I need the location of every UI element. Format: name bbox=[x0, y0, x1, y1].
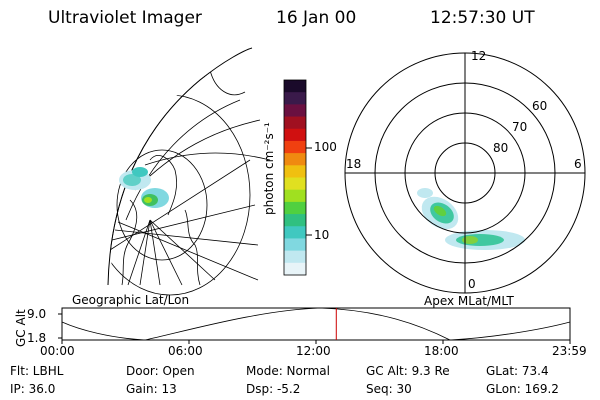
colorbar-tick-10: 10 bbox=[314, 228, 330, 242]
timeline-xtick-4: 23:59 bbox=[552, 344, 587, 358]
polar-label: Apex MLat/MLT bbox=[424, 294, 514, 308]
colorbar-band bbox=[284, 92, 306, 105]
timeline-ytick-1.8: 1.8 bbox=[27, 331, 47, 345]
colorbar-band bbox=[284, 116, 306, 130]
colorbar-band bbox=[284, 177, 306, 191]
colorbar-band bbox=[284, 189, 306, 203]
info-door: Door: Open bbox=[126, 364, 195, 378]
info-seq: Seq: 30 bbox=[366, 382, 412, 396]
colorbar-band bbox=[284, 153, 306, 166]
geo-aurora bbox=[119, 167, 169, 208]
info-glat: GLat: 73.4 bbox=[486, 364, 549, 378]
mlat-label-60: 60 bbox=[532, 99, 547, 113]
polar-aurora bbox=[417, 188, 525, 250]
colorbar-band bbox=[284, 262, 306, 276]
colorbar-band bbox=[284, 226, 306, 239]
colorbar-band bbox=[284, 140, 306, 154]
geo-label: Geographic Lat/Lon bbox=[72, 293, 189, 307]
timeline-xtick-1: 06:00 bbox=[168, 344, 203, 358]
mlt-label-6: 6 bbox=[574, 157, 582, 171]
timeline-xtick-3: 18:00 bbox=[424, 344, 459, 358]
geo-map: Geographic Lat/Lon bbox=[72, 47, 271, 307]
colorbar bbox=[283, 79, 312, 276]
colorbar-band bbox=[284, 128, 306, 142]
header-time: 12:57:30 UT bbox=[430, 8, 535, 28]
colorbar-band bbox=[284, 104, 306, 118]
timeline-xtick-0: 00:00 bbox=[40, 344, 75, 358]
mlt-label-12: 12 bbox=[471, 49, 486, 63]
polar-plot: 12 6 0 18 60 70 80 bbox=[344, 49, 586, 294]
colorbar-tick-100: 100 bbox=[314, 140, 337, 154]
info-ip: IP: 36.0 bbox=[10, 382, 56, 396]
mlat-label-80: 80 bbox=[493, 141, 508, 155]
colorbar-band bbox=[284, 80, 306, 93]
info-dsp: Dsp: -5.2 bbox=[246, 382, 301, 396]
info-glon: GLon: 169.2 bbox=[486, 382, 559, 396]
info-mode: Mode: Normal bbox=[246, 364, 330, 378]
timeline-xtick-2: 12:00 bbox=[296, 344, 331, 358]
mlt-label-18: 18 bbox=[346, 157, 361, 171]
info-gain: Gain: 13 bbox=[126, 382, 177, 396]
header-date: 16 Jan 00 bbox=[276, 8, 357, 28]
colorbar-band bbox=[284, 250, 306, 264]
colorbar-unit-label: photon cm⁻²s⁻¹ bbox=[262, 122, 276, 215]
timeline-axis-title: GC Alt bbox=[14, 309, 28, 347]
mlat-label-70: 70 bbox=[512, 120, 527, 134]
altitude-timeline bbox=[58, 307, 571, 344]
timeline-ytick-9: 9.0 bbox=[27, 307, 47, 321]
colorbar-band bbox=[284, 201, 306, 215]
colorbar-band bbox=[284, 165, 306, 178]
mlt-label-0: 0 bbox=[468, 277, 476, 291]
colorbar-band bbox=[284, 238, 306, 252]
info-filter: Flt: LBHL bbox=[10, 364, 64, 378]
colorbar-band bbox=[284, 214, 306, 227]
instrument-title: Ultraviolet Imager bbox=[48, 8, 202, 28]
info-gc-alt: GC Alt: 9.3 Re bbox=[366, 364, 450, 378]
